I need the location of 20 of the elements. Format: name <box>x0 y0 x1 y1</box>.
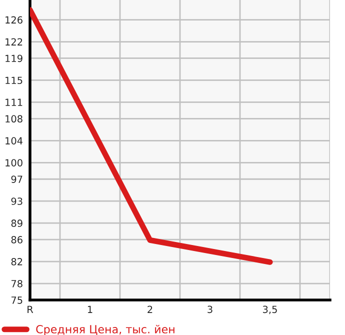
y-tick-label: 86 <box>11 236 22 244</box>
y-tick-label: 122 <box>6 38 22 46</box>
y-tick-label: 78 <box>11 280 22 288</box>
y-tick-label: 126 <box>6 16 22 24</box>
x-tick-label: R <box>28 306 34 313</box>
y-tick-label: 75 <box>11 296 22 304</box>
y-tick-label: 115 <box>6 76 22 84</box>
x-tick-label: 3,5 <box>263 306 277 314</box>
y-tick-label: 111 <box>6 98 22 106</box>
y-tick-label: 93 <box>11 198 22 205</box>
y-tick-label: 108 <box>6 115 22 123</box>
x-tick-label: 1 <box>88 306 92 313</box>
x-tick-label: 3 <box>208 306 212 314</box>
y-tick-label: 82 <box>11 258 22 266</box>
y-tick-label: 89 <box>11 220 22 227</box>
y-tick-label: 97 <box>11 176 22 183</box>
y-tick-label: 100 <box>6 159 22 166</box>
x-tick-label: 2 <box>148 306 152 313</box>
y-tick-label: 104 <box>6 137 23 144</box>
y-tick-label: 119 <box>6 54 22 62</box>
